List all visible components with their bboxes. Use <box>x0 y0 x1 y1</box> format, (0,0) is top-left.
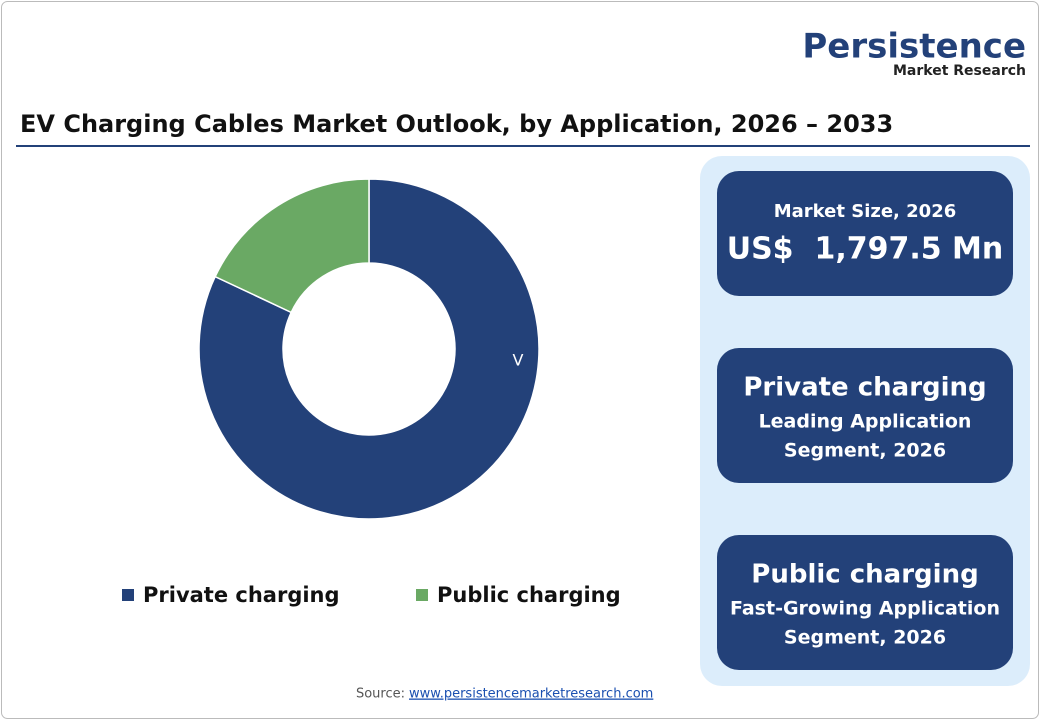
card-line: Leading Application <box>759 411 972 433</box>
info-card <box>717 171 1013 296</box>
logo-name: Persistence <box>802 27 1026 67</box>
cards: Market Size, 2026 US$ 1,797.5 Mn Private c… <box>717 171 1013 670</box>
logo-tagline: Market Research <box>893 63 1026 79</box>
source-label: Source: <box>356 687 405 702</box>
card-heading: Public charging <box>751 560 978 590</box>
card-line: Segment, 2026 <box>784 440 946 462</box>
card-value: US$ 1,797.5 Mn <box>727 232 1004 267</box>
donut-segment <box>198 178 540 520</box>
card-heading: Market Size, 2026 <box>774 201 957 222</box>
legend-swatch <box>416 589 428 601</box>
legend-label: Private charging <box>143 583 340 607</box>
annotation: V <box>513 351 524 370</box>
info-card <box>717 535 1013 670</box>
donut-segment <box>214 178 370 314</box>
card-line: Segment, 2026 <box>784 627 946 649</box>
chart-title: EV Charging Cables Market Outlook, by Ap… <box>20 110 893 138</box>
info-card <box>717 348 1013 483</box>
source-link[interactable]: www.persistencemarketresearch.com <box>409 687 653 702</box>
legend-swatch <box>122 589 134 601</box>
card-line: Fast-Growing Application <box>730 598 1000 620</box>
donut-chart <box>198 178 540 520</box>
card-heading: Private charging <box>743 373 986 403</box>
legend-label: Public charging <box>437 583 621 607</box>
